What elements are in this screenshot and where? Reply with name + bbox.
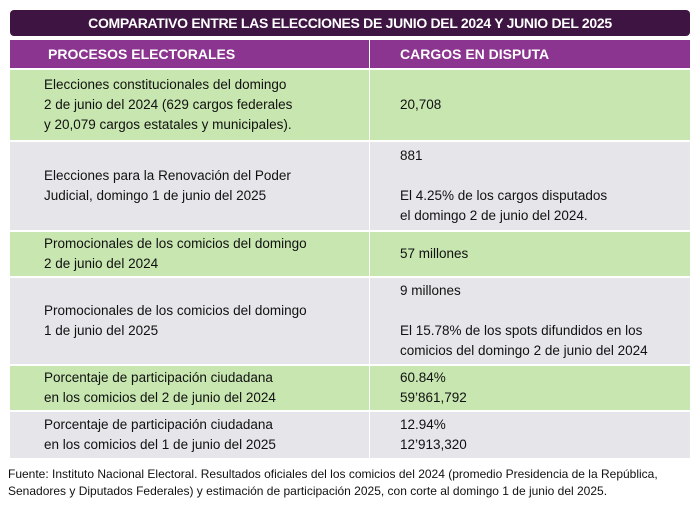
header-procesos: PROCESOS ELECTORALES [10,40,370,68]
table-row: Elecciones constitucionales del domingo 2… [10,68,690,140]
cell-text: 12’913,320 [400,437,467,452]
cell-text: Porcentaje de participación ciudadana [44,417,273,432]
value-cell: 12.94% 12’913,320 [370,412,690,458]
table-row: Porcentaje de participación ciudadana en … [10,364,690,410]
process-cell: Promocionales de los comicios del doming… [10,278,370,364]
cell-text: el domingo 2 de junio del 2024. [400,208,588,223]
cell-text: El 15.78% de los spots difundidos en los [400,323,643,338]
value-cell: 881 El 4.25% de los cargos disputados el d… [370,142,690,230]
cell-text [400,166,690,186]
cell-text: Porcentaje de participación ciudadana [44,370,273,385]
process-cell: Elecciones constitucionales del domingo 2… [10,70,370,140]
cell-text: Promocionales de los comicios del doming… [44,236,307,251]
value-cell: 60.84% 59’861,792 [370,366,690,410]
footnote: Fuente: Instituto Nacional Electoral. Re… [8,466,698,500]
cell-text: y 20,079 cargos estatales y municipales)… [44,117,292,132]
cell-text: El 4.25% de los cargos disputados [400,188,608,203]
cell-text: Judicial, domingo 1 de junio del 2025 [44,188,267,203]
cell-text: en los comicios del 2 de junio del 2024 [44,390,276,405]
table-title: COMPARATIVO ENTRE LAS ELECCIONES DE JUNI… [10,10,690,36]
comparison-table: COMPARATIVO ENTRE LAS ELECCIONES DE JUNI… [10,10,690,458]
process-cell: Porcentaje de participación ciudadana en … [10,412,370,458]
cell-text: 12.94% [400,417,446,432]
table-header: PROCESOS ELECTORALES CARGOS EN DISPUTA [10,40,690,68]
cell-text [400,301,690,321]
value-cell: 20,708 [370,70,690,140]
cell-text: Promocionales de los comicios del doming… [44,303,307,318]
cell-text: 59’861,792 [400,390,467,405]
process-cell: Promocionales de los comicios del doming… [10,232,370,276]
cell-text: 881 [400,148,423,163]
cell-text: 60.84% [400,370,446,385]
table-row: Promocionales de los comicios del doming… [10,276,690,364]
cell-text: 9 millones [400,283,461,298]
cell-text: 20,708 [400,97,442,112]
table-row: Elecciones para la Renovación del Poder J… [10,140,690,230]
cell-text: 57 millones [400,246,469,261]
cell-text: 2 de junio del 2024 (629 cargos federale… [44,97,293,112]
value-cell: 57 millones [370,232,690,276]
process-cell: Elecciones para la Renovación del Poder J… [10,142,370,230]
header-cargos: CARGOS EN DISPUTA [400,46,550,62]
footnote-line: Fuente: Instituto Nacional Electoral. Re… [8,467,658,481]
table-row: Promocionales de los comicios del doming… [10,230,690,276]
cell-text: Elecciones para la Renovación del Poder [44,168,291,183]
cell-text: en los comicios del 1 de junio del 2025 [44,437,276,452]
cell-text: comicios del domingo 2 de junio del 2024 [400,343,648,358]
cell-text: 2 de junio del 2024 [44,256,159,271]
value-cell: 9 millones El 15.78% de los spots difundi… [370,278,690,364]
cell-text: 1 de junio del 2025 [44,323,159,338]
footnote-line: Senadores y Diputados Federales) y estim… [8,484,608,498]
cell-text: Elecciones constitucionales del domingo [44,77,287,92]
table-row: Porcentaje de participación ciudadana en … [10,410,690,458]
process-cell: Porcentaje de participación ciudadana en … [10,366,370,410]
